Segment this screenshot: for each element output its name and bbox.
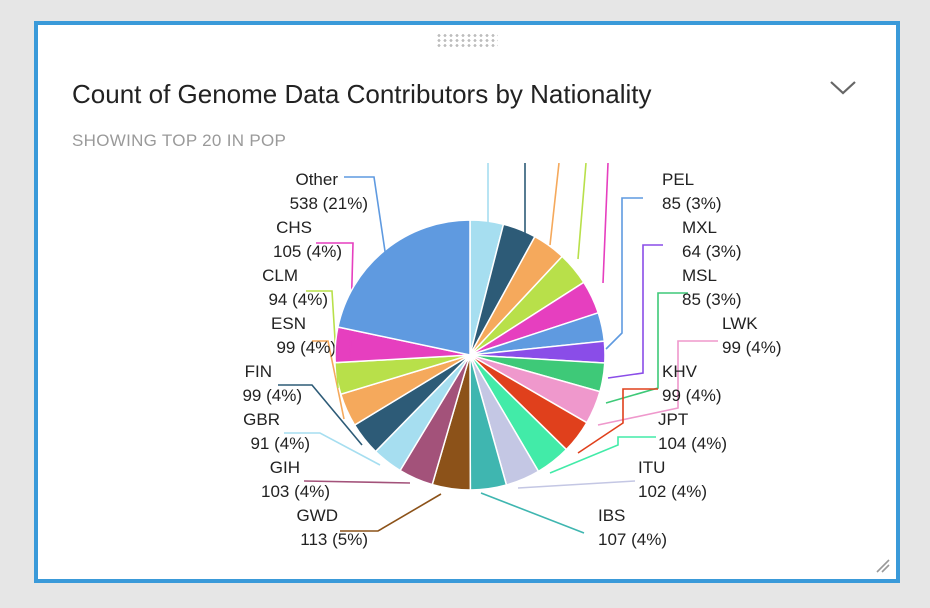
leader-line-khv	[577, 388, 658, 454]
slice-value-khv: 99 (4%)	[662, 386, 722, 405]
slice-value-other: 538 (21%)	[290, 194, 368, 213]
leader-line-unlabeled-4	[602, 163, 609, 284]
chart-card: Count of Genome Data Contributors by Nat…	[34, 21, 900, 583]
slice-value-fin: 99 (4%)	[242, 386, 302, 405]
slice-label-itu: ITU	[638, 458, 665, 477]
leader-line-unlabeled-3	[577, 163, 587, 260]
slice-label-other: Other	[295, 170, 338, 189]
slice-label-gih: GIH	[270, 458, 300, 477]
slice-label-esn: ESN	[271, 314, 306, 333]
leader-line-unlabeled-2	[549, 163, 560, 246]
drag-handle-icon[interactable]	[436, 33, 498, 47]
slice-value-gih: 103 (4%)	[261, 482, 330, 501]
slice-value-mxl: 64 (3%)	[682, 242, 742, 261]
pie-chart-area: PEL 85 (3%) MXL 64 (3%) MSL 85 (3%) LWK 99 (4%)…	[38, 163, 896, 579]
leader-line-pel	[605, 197, 643, 350]
slice-label-ibs: IBS	[598, 506, 625, 525]
slice-value-clm: 94 (4%)	[268, 290, 328, 309]
slice-label-gwd: GWD	[296, 506, 338, 525]
leader-line-msl	[605, 292, 688, 404]
slice-label-lwk: LWK	[722, 314, 758, 333]
slice-label-fin: FIN	[245, 362, 272, 381]
slice-value-jpt: 104 (4%)	[658, 434, 727, 453]
slice-value-gbr: 91 (4%)	[250, 434, 310, 453]
slice-value-esn: 99 (4%)	[276, 338, 336, 357]
slice-value-gwd: 113 (5%)	[300, 530, 368, 549]
slice-label-chs: CHS	[276, 218, 312, 237]
slice-value-ibs: 107 (4%)	[598, 530, 667, 549]
pie-chart: PEL 85 (3%) MXL 64 (3%) MSL 85 (3%) LWK 99 (4%)…	[242, 163, 782, 549]
leader-line-lwk	[597, 340, 718, 426]
slice-value-chs: 105 (4%)	[273, 242, 342, 261]
slice-label-mxl: MXL	[682, 218, 717, 237]
slice-label-jpt: JPT	[658, 410, 688, 429]
leader-line-mxl	[607, 244, 663, 379]
leader-line-gih	[303, 480, 411, 484]
slice-label-clm: CLM	[262, 266, 298, 285]
slice-value-msl: 85 (3%)	[682, 290, 742, 309]
resize-handle-icon[interactable]	[874, 557, 890, 573]
chart-subtitle: SHOWING TOP 20 IN POP	[72, 131, 287, 150]
slice-value-itu: 102 (4%)	[638, 482, 707, 501]
slice-label-msl: MSL	[682, 266, 717, 285]
leader-line-gbr	[284, 432, 381, 466]
slice-label-pel: PEL	[662, 170, 694, 189]
slice-value-pel: 85 (3%)	[662, 194, 722, 213]
slice-value-lwk: 99 (4%)	[722, 338, 782, 357]
leader-line-gwd	[340, 493, 442, 532]
chart-title: Count of Genome Data Contributors by Nat…	[72, 79, 652, 109]
chevron-down-icon[interactable]	[828, 75, 858, 101]
slice-label-gbr: GBR	[243, 410, 280, 429]
leader-line-ibs	[480, 492, 585, 534]
slice-label-khv: KHV	[662, 362, 698, 381]
leader-line-itu	[517, 480, 636, 489]
leader-line-esn	[312, 340, 345, 420]
leader-line-fin	[278, 384, 363, 446]
leader-line-other	[344, 176, 387, 259]
leader-line-jpt	[549, 436, 656, 474]
